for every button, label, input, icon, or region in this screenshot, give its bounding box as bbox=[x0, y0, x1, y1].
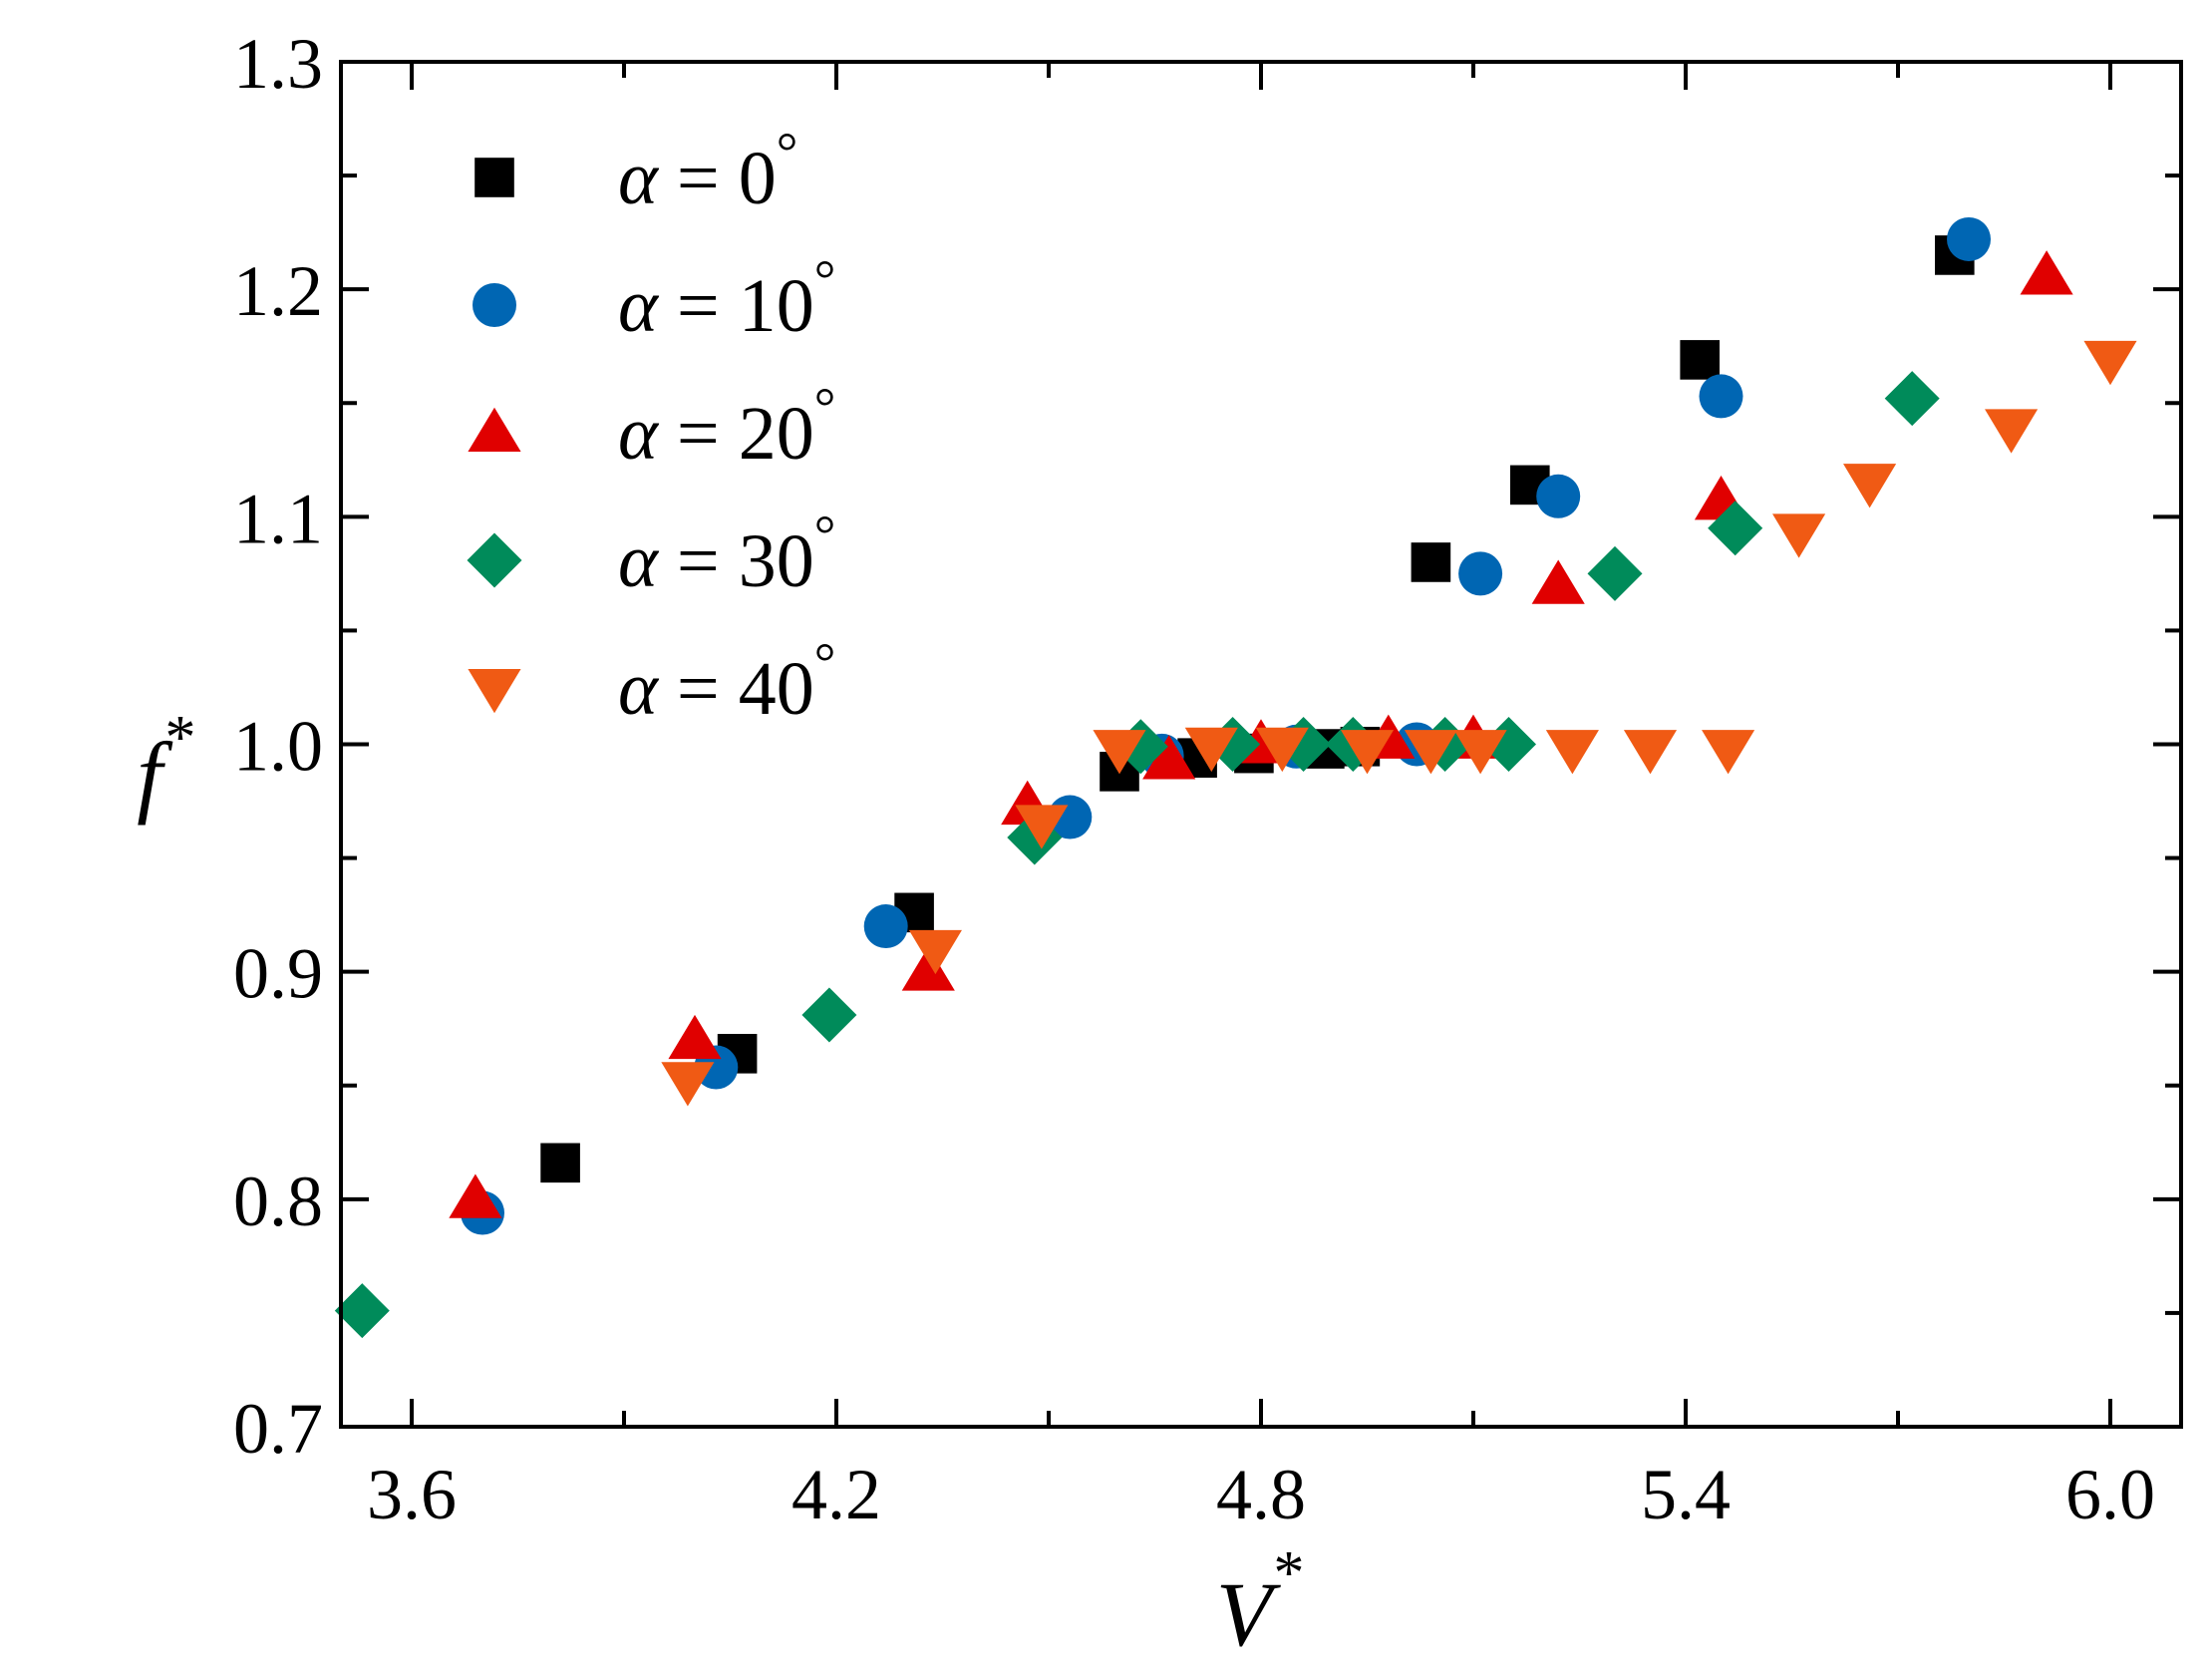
plot-frame bbox=[339, 60, 2183, 1429]
data-point bbox=[449, 1173, 502, 1218]
data-point bbox=[1536, 474, 1581, 518]
data-point bbox=[1587, 545, 1643, 601]
legend-label: α = 40° bbox=[618, 632, 835, 731]
data-point bbox=[1411, 542, 1451, 582]
data-point bbox=[1985, 409, 2039, 454]
data-point bbox=[1184, 727, 1238, 773]
y-tick-label: 1.2 bbox=[233, 251, 323, 331]
y-tick-label: 1.0 bbox=[233, 707, 323, 787]
x-axis-title: V * bbox=[1216, 1539, 1302, 1665]
y-tick-label: 1.1 bbox=[233, 479, 323, 558]
legend-marker bbox=[473, 283, 516, 327]
x-axis-label: V bbox=[1216, 1563, 1282, 1665]
data-point bbox=[540, 1143, 580, 1183]
x-axis-label-superscript: * bbox=[1271, 1539, 1302, 1607]
axis-ticks bbox=[341, 60, 2181, 1429]
data-point bbox=[1453, 730, 1507, 775]
data-point bbox=[1884, 371, 1940, 427]
data-point bbox=[901, 946, 955, 991]
y-tick-label: 1.3 bbox=[233, 24, 323, 104]
y-tick-label: 0.9 bbox=[233, 934, 323, 1014]
legend-marker bbox=[468, 407, 521, 452]
data-point bbox=[1531, 559, 1585, 604]
data-point bbox=[2020, 250, 2073, 295]
data-point bbox=[1772, 513, 1826, 558]
x-tick-label: 4.2 bbox=[791, 1455, 881, 1534]
legend-item: α = 30° bbox=[467, 504, 835, 603]
legend-item: α = 40° bbox=[468, 632, 835, 731]
data-point bbox=[1545, 730, 1599, 775]
data-point bbox=[2083, 340, 2137, 386]
legend-marker bbox=[468, 669, 521, 714]
data-point bbox=[1699, 374, 1743, 419]
data-point bbox=[1340, 730, 1395, 775]
data-point bbox=[1708, 501, 1763, 556]
data-point bbox=[1843, 464, 1897, 508]
data-point bbox=[1142, 735, 1196, 780]
legend-label: α = 30° bbox=[618, 504, 835, 603]
data-point bbox=[1404, 730, 1457, 775]
data-point bbox=[1458, 551, 1503, 596]
data-points bbox=[334, 216, 2137, 1339]
data-point bbox=[1255, 727, 1309, 773]
y-tick-label: 0.7 bbox=[233, 1389, 323, 1469]
data-point bbox=[1093, 730, 1146, 775]
legend-label: α = 10° bbox=[618, 249, 835, 348]
legend-marker bbox=[467, 532, 522, 588]
legend: α = 0° α = 10° α = 20° α = 30° α = 40° bbox=[467, 122, 835, 731]
data-point bbox=[668, 1014, 722, 1060]
legend-label: α = 0° bbox=[618, 122, 797, 220]
data-point bbox=[661, 1062, 715, 1107]
data-point bbox=[1680, 340, 1720, 380]
x-tick-label: 4.8 bbox=[1216, 1455, 1306, 1534]
data-point bbox=[334, 1283, 390, 1339]
data-point bbox=[801, 987, 857, 1043]
legend-item: α = 10° bbox=[473, 249, 835, 348]
data-point bbox=[1015, 805, 1069, 849]
series-4 bbox=[661, 340, 2137, 1107]
data-point bbox=[908, 929, 962, 975]
data-point bbox=[863, 904, 908, 949]
y-axis-label-superscript: * bbox=[162, 704, 193, 772]
axis-tick-labels: 3.6 4.2 4.8 5.4 6.0 0.7 0.8 0.9 1.0 1.1 1.2 1.3 bbox=[233, 24, 2155, 1534]
data-point bbox=[1947, 216, 1991, 261]
legend-marker bbox=[474, 158, 514, 197]
data-point bbox=[1702, 730, 1755, 775]
x-tick-label: 5.4 bbox=[1641, 1455, 1731, 1534]
x-tick-label: 3.6 bbox=[367, 1455, 457, 1534]
legend-label: α = 20° bbox=[618, 377, 835, 476]
y-tick-label: 0.8 bbox=[233, 1162, 323, 1241]
legend-item: α = 0° bbox=[474, 122, 797, 220]
legend-item: α = 20° bbox=[468, 377, 835, 476]
data-point bbox=[1623, 730, 1678, 775]
x-tick-label: 6.0 bbox=[2065, 1455, 2155, 1534]
